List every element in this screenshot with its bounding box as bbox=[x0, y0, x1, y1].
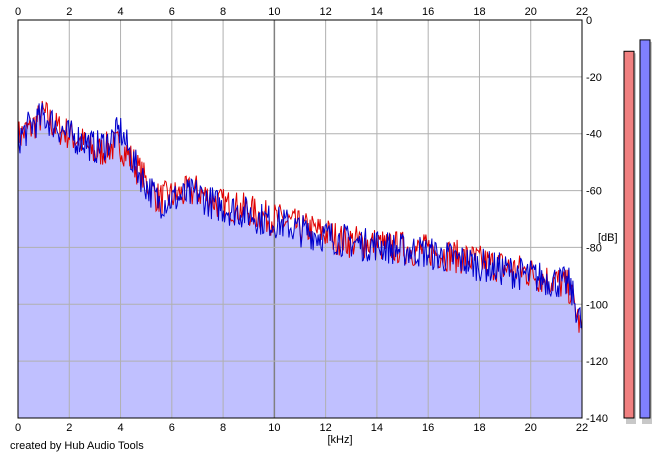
x-tick-label-top: 8 bbox=[220, 6, 226, 18]
x-tick-label-top: 12 bbox=[320, 6, 332, 18]
x-tick-label-top: 20 bbox=[525, 6, 537, 18]
x-tick-label-bottom: 16 bbox=[422, 422, 434, 434]
level-meter-right bbox=[639, 39, 651, 419]
level-meter-left bbox=[623, 50, 635, 419]
x-tick-label-bottom: 12 bbox=[320, 422, 332, 434]
x-tick-label-top: 2 bbox=[66, 6, 72, 18]
plot-frame bbox=[17, 19, 583, 419]
x-tick-label-bottom: 22 bbox=[576, 422, 588, 434]
y-tick-label: -20 bbox=[586, 72, 602, 84]
y-tick-label: 0 bbox=[586, 15, 592, 27]
y-tick-label: -120 bbox=[586, 356, 608, 368]
x-tick-label-bottom: 2 bbox=[66, 422, 72, 434]
y-tick-label: -60 bbox=[586, 186, 602, 198]
x-tick-label-top: 16 bbox=[422, 6, 434, 18]
x-unit-label: [kHz] bbox=[327, 434, 352, 446]
x-tick-label-top: 14 bbox=[371, 6, 383, 18]
y-tick-label: -40 bbox=[586, 129, 602, 141]
y-unit-label: [dB] bbox=[598, 232, 618, 244]
x-tick-label-top: 4 bbox=[117, 6, 123, 18]
x-tick-label-bottom: 6 bbox=[169, 422, 175, 434]
x-tick-label-bottom: 0 bbox=[15, 422, 21, 434]
x-tick-label-top: 22 bbox=[576, 6, 588, 18]
x-tick-label-bottom: 18 bbox=[473, 422, 485, 434]
x-tick-label-bottom: 4 bbox=[117, 422, 123, 434]
x-tick-label-top: 6 bbox=[169, 6, 175, 18]
y-tick-label: -100 bbox=[586, 299, 608, 311]
x-tick-label-top: 10 bbox=[268, 6, 280, 18]
x-tick-label-top: 18 bbox=[473, 6, 485, 18]
series-line-right-channel bbox=[17, 102, 583, 329]
x-tick-label-top: 0 bbox=[15, 6, 21, 18]
y-tick-label: -140 bbox=[586, 413, 608, 425]
credit-label: created by Hub Audio Tools bbox=[10, 440, 144, 452]
spectrum-fill bbox=[18, 102, 582, 418]
y-tick-label: -80 bbox=[586, 242, 602, 254]
x-tick-label-bottom: 10 bbox=[268, 422, 280, 434]
x-tick-label-bottom: 14 bbox=[371, 422, 383, 434]
x-tick-label-bottom: 8 bbox=[220, 422, 226, 434]
x-tick-label-bottom: 20 bbox=[525, 422, 537, 434]
